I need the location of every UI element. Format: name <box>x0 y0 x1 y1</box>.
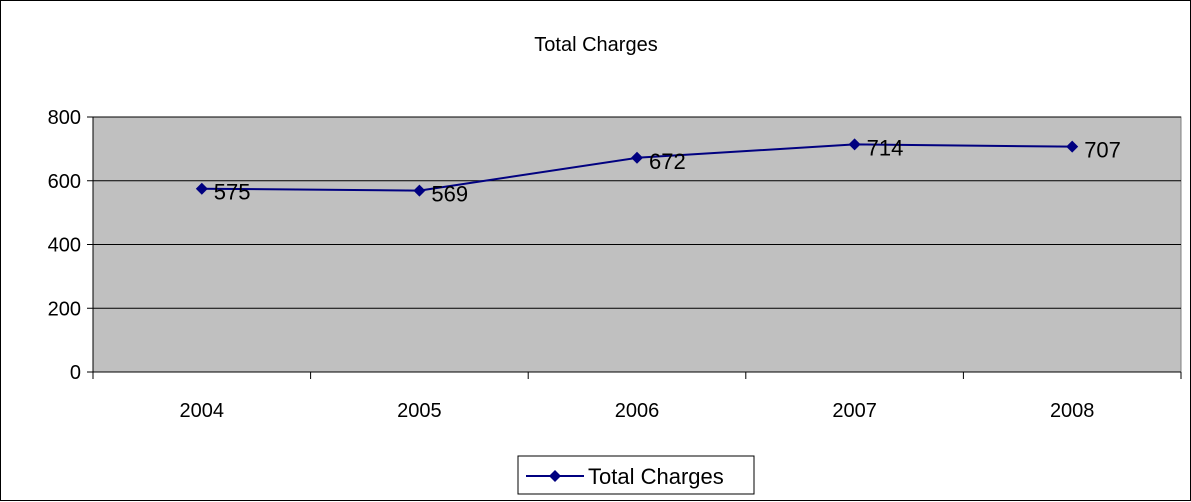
legend: Total Charges <box>517 455 755 495</box>
chart-title: Total Charges <box>534 34 657 56</box>
data-point-marker <box>848 138 861 151</box>
x-tick-label: 2004 <box>180 400 225 422</box>
data-point-marker <box>413 184 426 197</box>
data-label: 575 <box>214 180 251 205</box>
y-tick-label: 800 <box>48 107 81 129</box>
data-point-marker <box>195 182 208 195</box>
y-tick-label: 0 <box>70 362 81 384</box>
x-tick-label: 2006 <box>615 400 660 422</box>
x-tick-label: 2007 <box>832 400 877 422</box>
data-point-marker <box>631 151 643 164</box>
data-point-marker <box>1066 140 1079 153</box>
data-label: 569 <box>431 182 468 207</box>
x-tick-label: 2005 <box>397 400 442 422</box>
data-label: 707 <box>1084 138 1121 163</box>
legend-label: Total Charges <box>588 464 724 489</box>
x-tick-label: 2008 <box>1050 400 1095 422</box>
y-tick-label: 400 <box>48 235 81 257</box>
data-label: 672 <box>649 149 686 174</box>
y-axis: 0 200 400 600 800 <box>48 107 1181 384</box>
data-label: 714 <box>867 135 904 160</box>
series-total-charges: 575 569 672 714 707 <box>195 135 1121 207</box>
legend-diamond-marker <box>549 470 561 482</box>
x-axis: 2004 2005 2006 2007 2008 <box>92 371 1182 422</box>
y-tick-label: 600 <box>48 171 81 193</box>
y-tick-label: 200 <box>48 298 81 320</box>
